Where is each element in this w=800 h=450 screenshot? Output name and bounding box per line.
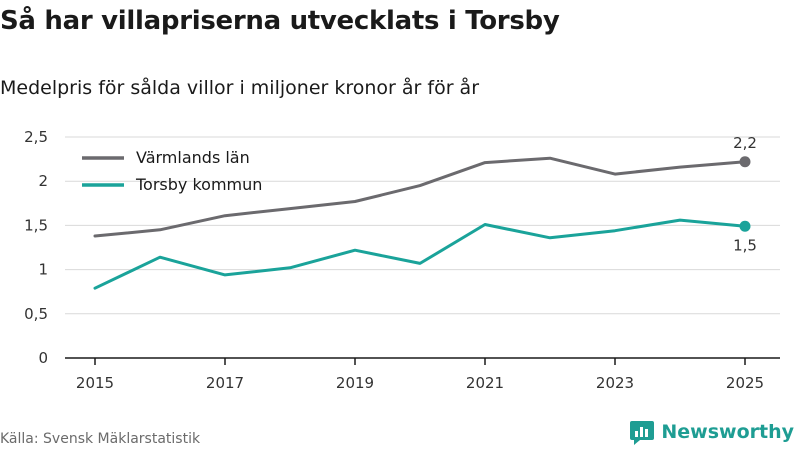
legend-label: Värmlands län xyxy=(136,148,250,167)
y-tick-label: 0,5 xyxy=(24,305,48,323)
brand[interactable]: Newsworthy xyxy=(629,419,794,445)
chart-title: Så har villapriserna utvecklats i Torsby xyxy=(0,6,560,36)
y-tick-label: 1 xyxy=(38,261,48,279)
end-value-label: 2,2 xyxy=(733,134,757,152)
y-tick-label: 2,5 xyxy=(24,128,48,146)
x-tick-label: 2025 xyxy=(726,374,764,392)
brand-name: Newsworthy xyxy=(661,421,794,443)
source-note: Källa: Svensk Mäklarstatistik xyxy=(0,431,201,447)
end-value-label: 1,5 xyxy=(733,236,757,254)
x-tick-label: 2023 xyxy=(596,374,634,392)
x-tick-label: 2017 xyxy=(206,374,244,392)
y-tick-label: 2 xyxy=(38,172,48,190)
series-line-torsby xyxy=(93,218,747,290)
newsworthy-logo-icon xyxy=(630,421,655,445)
x-tick-label: 2021 xyxy=(466,374,504,392)
x-tick-label: 2015 xyxy=(76,374,114,392)
end-point-marker xyxy=(739,220,751,232)
legend-label: Torsby kommun xyxy=(135,175,262,194)
y-tick-label: 1,5 xyxy=(24,216,48,234)
end-point-marker xyxy=(739,156,751,168)
x-tick-label: 2019 xyxy=(336,374,374,392)
y-tick-label: 0 xyxy=(38,349,48,367)
series-line-varmland xyxy=(93,156,747,238)
chart-subtitle: Medelpris för sålda villor i miljoner kr… xyxy=(0,77,480,99)
